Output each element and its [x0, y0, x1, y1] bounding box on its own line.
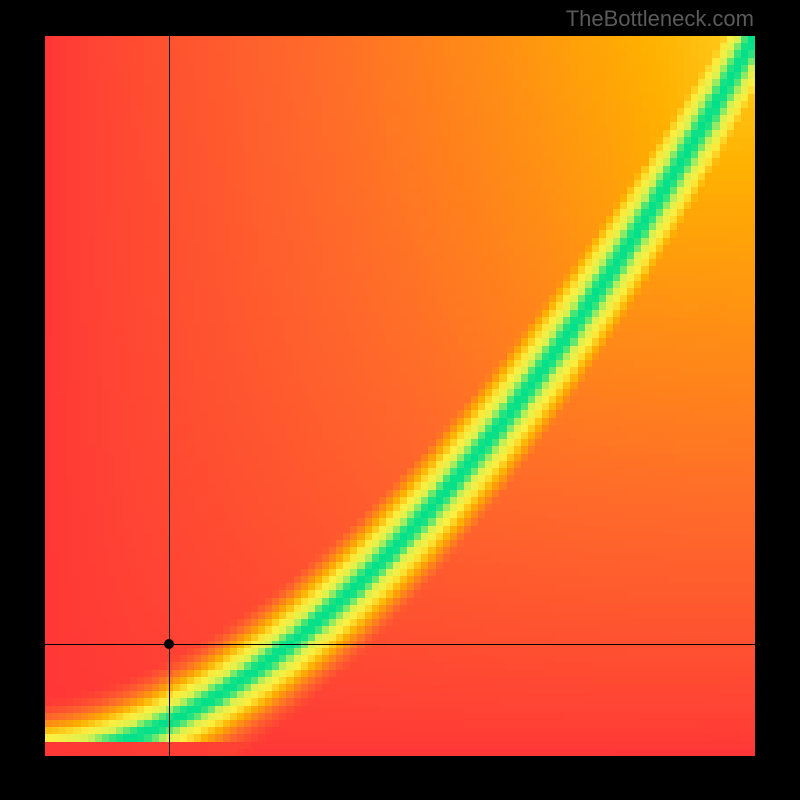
watermark-text: TheBottleneck.com [566, 6, 754, 32]
crosshair-horizontal [45, 644, 755, 645]
chart-frame: TheBottleneck.com [0, 0, 800, 800]
heatmap-canvas [45, 36, 755, 756]
plot-area [45, 36, 755, 756]
crosshair-marker [164, 639, 174, 649]
